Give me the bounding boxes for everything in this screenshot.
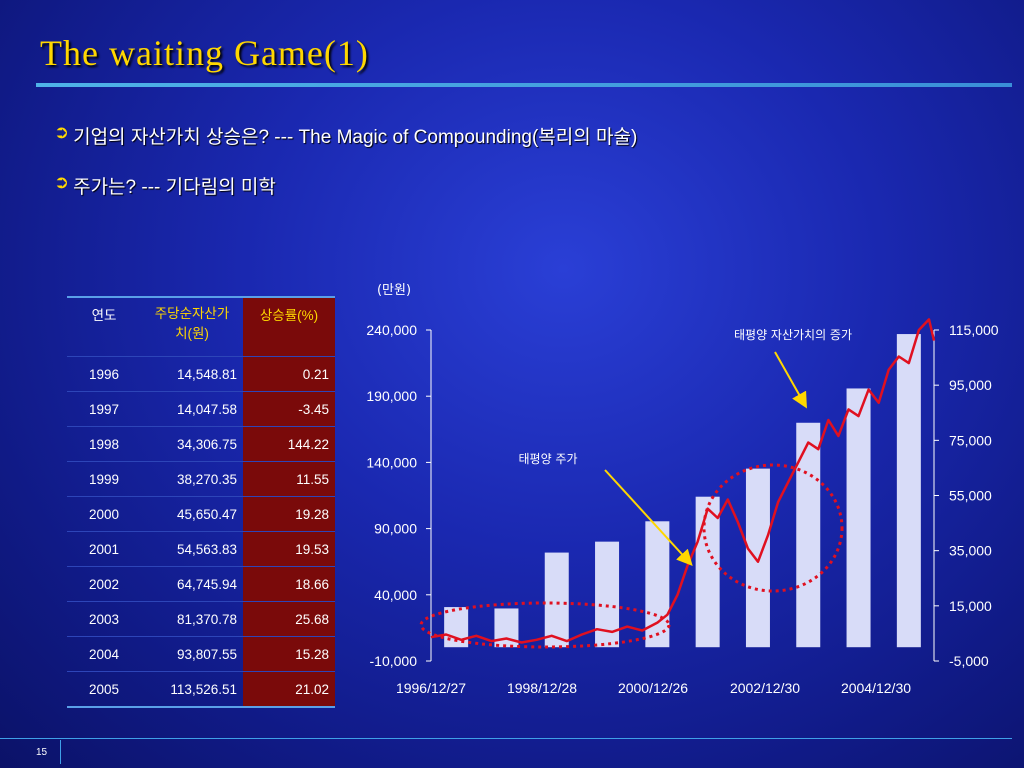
cell-year: 2004 bbox=[88, 646, 120, 662]
table-row: 2003 81,370.78 25.68 bbox=[67, 601, 335, 637]
bar-1998 bbox=[544, 552, 569, 648]
cell-bps: 38,270.35 bbox=[176, 471, 237, 487]
bullet-list: ➲ 기업의 자산가치 상승은? --- The Magic of Compoun… bbox=[54, 122, 637, 222]
table-row: 1996 14,548.81 0.21 bbox=[67, 356, 335, 392]
cell-year: 2005 bbox=[88, 681, 120, 697]
left-axis-tick-label: 190,000 bbox=[366, 388, 417, 404]
bullet-text: 주가는? --- 기다림의 미학 bbox=[73, 177, 276, 198]
cell-bps: 14,047.58 bbox=[176, 401, 237, 417]
bar-2004 bbox=[846, 388, 871, 648]
cell-growth: 25.68 bbox=[243, 601, 335, 637]
x-axis-tick-label: 1996/12/27 bbox=[396, 680, 466, 696]
table-row: 1998 34,306.75 144.22 bbox=[67, 426, 335, 462]
cell-growth: 15.28 bbox=[243, 636, 335, 672]
x-axis-tick-label: 2000/12/26 bbox=[618, 680, 688, 696]
table-row: 2000 45,650.47 19.28 bbox=[67, 496, 335, 532]
annotation-asset-growth: 태평양 자산가치의 증가 bbox=[734, 328, 852, 342]
arrow-stock-price bbox=[604, 469, 693, 566]
left-axis-tick-label: 40,000 bbox=[374, 587, 417, 603]
cell-bps: 81,370.78 bbox=[176, 611, 237, 627]
right-axis-tick-label: 15,000 bbox=[949, 598, 992, 614]
right-axis-tick-label: 95,000 bbox=[949, 377, 992, 393]
book-value-table: 연도 주당순자산가 치(원) 상승률(%) 1996 14,548.81 0.21 1… bbox=[67, 296, 335, 708]
cell-growth: 19.53 bbox=[243, 531, 335, 567]
bar-2002 bbox=[745, 468, 770, 648]
table-row: 1997 14,047.58 -3.45 bbox=[67, 391, 335, 427]
arrow-asset-growth bbox=[774, 351, 807, 409]
right-axis-tick-label: -5,000 bbox=[949, 653, 989, 669]
table-row: 2002 64,745.94 18.66 bbox=[67, 566, 335, 602]
header-growth: 상승률(%) bbox=[243, 296, 335, 357]
right-axis-tick-label: 75,000 bbox=[949, 432, 992, 448]
cell-year: 1998 bbox=[88, 436, 120, 452]
table-row: 2001 54,563.83 19.53 bbox=[67, 531, 335, 567]
axis-unit-label: (만원) bbox=[377, 283, 411, 298]
left-axis-tick-label: 90,000 bbox=[374, 521, 417, 537]
table-row: 2004 93,807.55 15.28 bbox=[67, 636, 335, 672]
x-axis-tick-label: 2002/12/30 bbox=[730, 680, 800, 696]
cell-growth: 19.28 bbox=[243, 496, 335, 532]
cell-bps: 14,548.81 bbox=[176, 366, 237, 382]
bar-2001 bbox=[695, 496, 720, 648]
right-axis-tick-label: 115,000 bbox=[949, 322, 999, 338]
header-year: 연도 bbox=[67, 296, 141, 357]
highlight-circle-early bbox=[419, 601, 671, 649]
cell-year: 1996 bbox=[88, 366, 120, 382]
footer-divider bbox=[0, 738, 1012, 739]
cell-year: 2003 bbox=[88, 611, 120, 627]
cell-growth: 0.21 bbox=[243, 356, 335, 392]
table-row: 1999 38,270.35 11.55 bbox=[67, 461, 335, 497]
title-underline bbox=[36, 83, 1012, 87]
cell-year: 1997 bbox=[88, 401, 120, 417]
header-bps: 주당순자산가 치(원) bbox=[141, 296, 243, 357]
bullet-item-waiting: ➲ 주가는? --- 기다림의 미학 bbox=[54, 172, 637, 222]
highlight-circle-recovery bbox=[702, 463, 844, 593]
curved-arrow-icon: ➲ bbox=[54, 122, 70, 142]
bullet-text: 기업의 자산가치 상승은? --- The Magic of Compoundi… bbox=[73, 127, 638, 148]
cell-bps: 34,306.75 bbox=[176, 436, 237, 452]
right-axis-tick-label: 35,000 bbox=[949, 543, 992, 559]
cell-bps: 113,526.51 bbox=[170, 681, 237, 697]
stock-vs-bookvalue-chart: 240,000 190,000 140,000 90,000 40,000 -10,000… bbox=[366, 283, 999, 696]
stock-price-line bbox=[430, 318, 936, 644]
x-axis-tick-label: 2004/12/30 bbox=[841, 680, 911, 696]
cell-growth: 21.02 bbox=[243, 671, 335, 707]
cell-year: 2000 bbox=[88, 506, 120, 522]
footer-vertical-divider bbox=[60, 740, 61, 764]
curved-arrow-icon: ➲ bbox=[54, 172, 70, 192]
annotation-stock-price: 태평양 주가 bbox=[518, 452, 577, 466]
table-row: 2005 113,526.51 21.02 bbox=[67, 671, 335, 707]
cell-bps: 64,745.94 bbox=[176, 576, 237, 592]
cell-growth: 11.55 bbox=[243, 461, 335, 497]
cell-growth: 144.22 bbox=[243, 426, 335, 462]
cell-year: 2002 bbox=[88, 576, 120, 592]
cell-year: 2001 bbox=[88, 541, 120, 557]
page-number: 15 bbox=[36, 747, 48, 758]
cell-bps: 54,563.83 bbox=[176, 541, 237, 557]
cell-growth: -3.45 bbox=[243, 391, 335, 427]
left-axis-tick-label: -10,000 bbox=[370, 653, 418, 669]
cell-bps: 45,650.47 bbox=[176, 506, 237, 522]
bar-2005 bbox=[896, 334, 921, 648]
slide-title: The waiting Game(1) bbox=[40, 33, 369, 73]
cell-growth: 18.66 bbox=[243, 566, 335, 602]
x-axis-tick-label: 1998/12/28 bbox=[507, 680, 577, 696]
right-axis-tick-label: 55,000 bbox=[949, 488, 992, 504]
cell-bps: 93,807.55 bbox=[176, 646, 237, 662]
left-axis-tick-label: 240,000 bbox=[366, 322, 417, 338]
cell-year: 1999 bbox=[88, 471, 120, 487]
left-axis-tick-label: 140,000 bbox=[366, 454, 417, 470]
bullet-item-compounding: ➲ 기업의 자산가치 상승은? --- The Magic of Compoun… bbox=[54, 122, 637, 172]
